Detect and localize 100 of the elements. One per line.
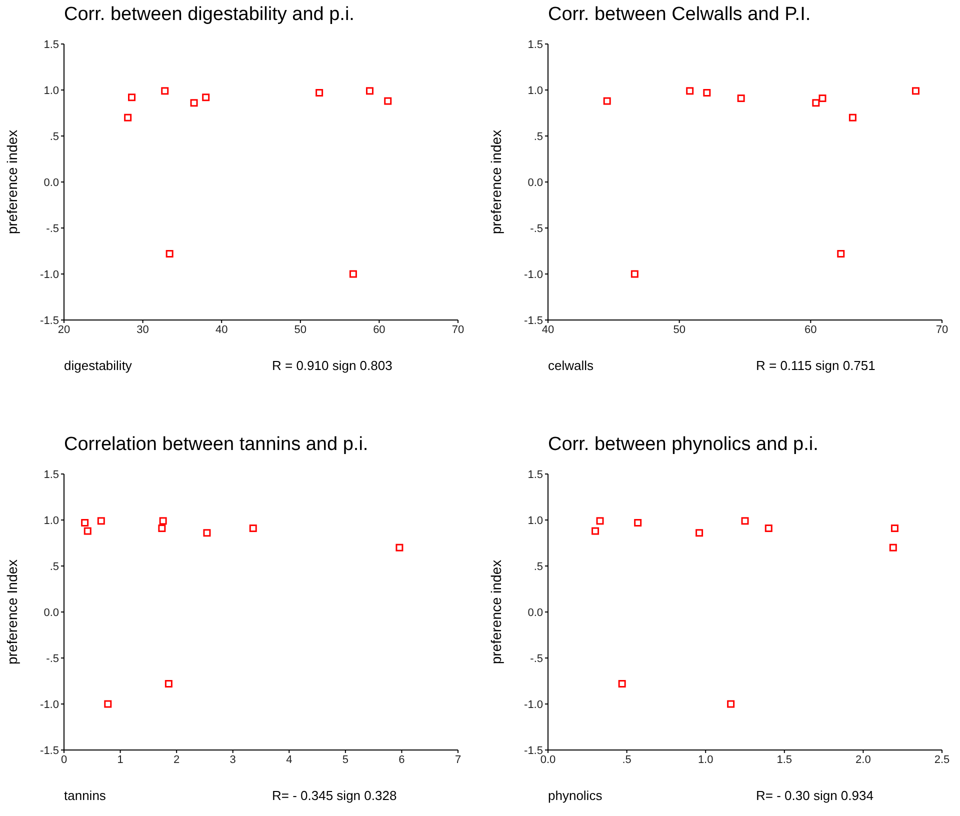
text: R = 0.115 sign 0.751 [756,358,876,373]
y-tick-label: 0.0 [528,606,543,619]
point [741,517,749,525]
y-tick-label: -.5 [46,652,59,665]
point [889,544,897,552]
point [686,87,694,95]
y-axis-title: preference index [488,130,504,234]
x-axis-title: digestability [64,358,132,373]
point [249,524,257,532]
point [737,94,745,102]
point [81,519,89,527]
x-tick-label: 50 [294,324,307,336]
x-tick-label: 4 [286,754,292,766]
chart-title: Corr. between digestability and p.i. [64,4,354,26]
x-tick-label: 6 [398,754,405,766]
y-tick-label: 1.5 [528,468,543,481]
y-tick-label: 1.0 [528,514,543,527]
x-axis-title: tannins [64,788,106,803]
point [603,97,611,105]
point [158,524,166,532]
y-tick-label: -1.5 [40,744,59,757]
x-tick-label: 30 [136,324,149,336]
point [316,89,324,97]
x-tick-label: .5 [622,754,632,766]
x-tick-label: 7 [454,754,462,766]
point [727,700,735,708]
point [396,544,404,552]
point [349,270,357,278]
y-tick-label: 0.0 [528,176,543,189]
x-tick-label: 1 [117,754,124,766]
point [97,517,105,525]
x-tick-label: 50 [673,324,686,336]
point [764,524,772,532]
x-tick-label: 0 [60,754,68,766]
y-tick-label: -.5 [530,222,543,235]
y-tick-label: -1.0 [40,698,59,711]
y-axis-title: preference Index [4,559,20,665]
point [818,94,826,102]
y-tick-label: 1.5 [44,38,59,51]
y-tick-label: -1.5 [524,744,543,757]
text: R= - 0.345 sign 0.328 [272,788,397,803]
x-axis-title: phynolics [548,788,602,803]
x-tick-label: 70 [452,324,464,336]
y-tick-label: .5 [50,560,59,573]
y-tick-label: -1.5 [40,314,59,327]
point [592,527,600,535]
point [159,517,167,525]
point [596,517,604,525]
y-axis-title: preference index [4,130,20,234]
x-tick-label: 60 [804,324,817,336]
point [190,99,198,107]
x-tick-label: 20 [58,324,70,336]
point [164,680,172,688]
y-tick-label: .5 [534,560,543,573]
x-tick-label: 40 [542,324,554,336]
x-tick-label: 2 [174,754,180,766]
point [837,250,845,258]
x-tick-label: 3 [230,754,236,766]
point [166,250,174,258]
x-axis-title: celwalls [548,358,594,373]
point [703,89,711,97]
point [128,94,136,102]
y-tick-label: -1.0 [524,698,543,711]
text: R= - 0.30 sign 0.934 [756,788,874,803]
y-tick-label: -1.5 [524,314,543,327]
point [202,94,210,102]
x-tick-label: 70 [936,324,948,336]
point [203,529,211,537]
chart-title: Corr. between phynolics and p.i. [548,434,818,456]
chart-title: Correlation between tannins and p.i. [64,434,368,456]
point [890,524,898,532]
y-tick-label: -1.0 [524,268,543,281]
y-tick-label: 1.5 [44,468,59,481]
y-tick-label: 1.0 [44,84,59,97]
x-tick-label: 1.0 [698,754,714,766]
point [630,270,638,278]
y-axis-title: preference index [488,560,504,664]
point [812,99,820,107]
x-tick-label: 5 [342,754,348,766]
y-tick-label: -1.0 [40,268,59,281]
point [384,97,392,105]
point [161,87,169,95]
y-tick-label: 0.0 [44,606,59,619]
y-tick-label: 0.0 [44,176,59,189]
point [848,114,856,122]
x-tick-label: 2.0 [856,754,871,766]
text: R = 0.910 sign 0.803 [272,358,392,373]
point [124,114,132,122]
y-tick-label: 1.0 [44,514,59,527]
x-tick-label: 60 [373,324,386,336]
chart-title: Corr. between Celwalls and P.I. [548,4,811,26]
y-tick-label: .5 [50,130,59,143]
point [634,519,642,527]
y-tick-label: .5 [534,130,543,143]
y-tick-label: 1.5 [528,38,543,51]
y-tick-label: -.5 [46,222,59,235]
point [912,87,920,95]
x-tick-label: 40 [215,324,228,336]
x-tick-label: 1.5 [776,754,792,766]
x-tick-label: 2.5 [934,754,950,766]
